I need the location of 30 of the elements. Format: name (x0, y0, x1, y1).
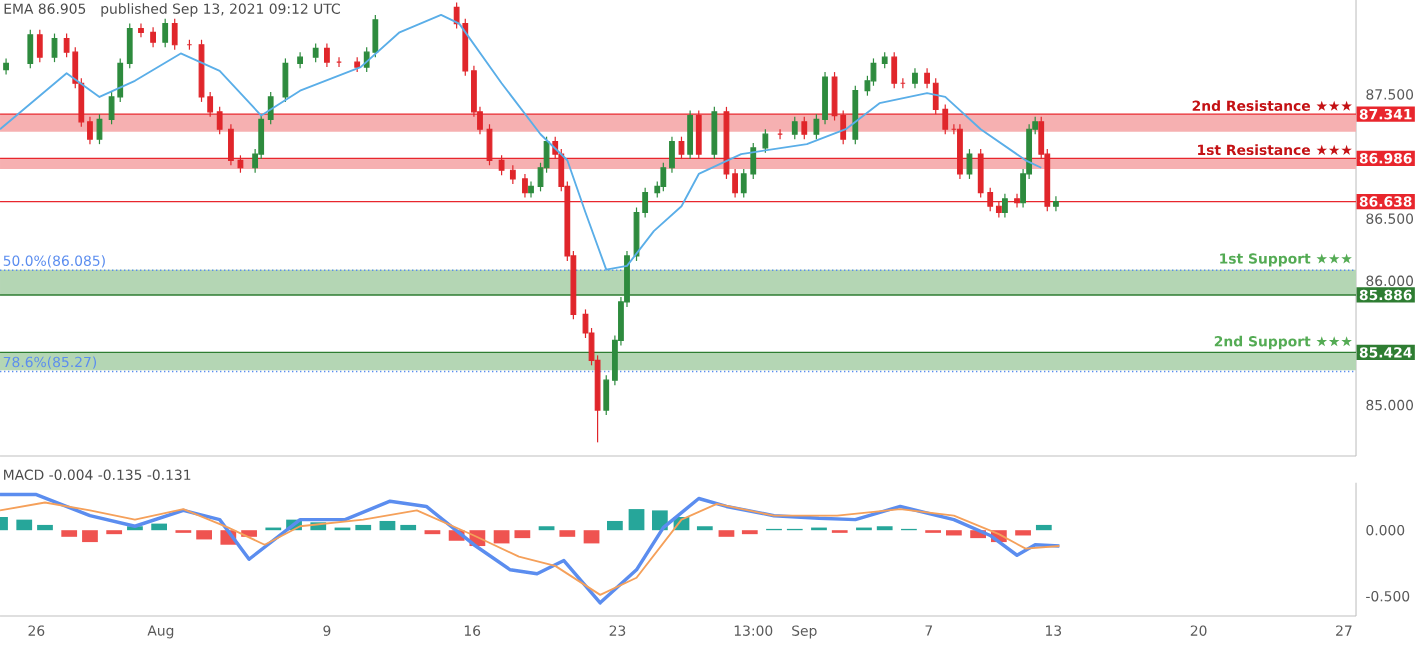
bar (16, 519, 33, 531)
candlestick (150, 26, 156, 48)
bar (718, 530, 735, 537)
bar (1015, 530, 1031, 536)
bar (151, 523, 168, 531)
bar (37, 524, 53, 531)
candlestick (324, 42, 330, 68)
bar (82, 530, 98, 543)
candlestick (3, 57, 9, 76)
candlestick (1053, 195, 1059, 212)
bar (628, 509, 645, 531)
bar (355, 524, 372, 531)
bar (493, 530, 510, 544)
bar (196, 530, 212, 540)
bar (651, 510, 668, 531)
candlestick (1002, 193, 1008, 219)
bar (514, 530, 531, 539)
bar (379, 520, 396, 531)
bar (400, 524, 417, 531)
bar (559, 530, 576, 537)
bar (607, 520, 623, 531)
candlestick (687, 110, 694, 160)
bar (946, 530, 962, 536)
bar (1035, 524, 1052, 531)
candlestick (297, 51, 303, 69)
bar (583, 530, 600, 544)
bar (61, 530, 78, 537)
candlestick (912, 67, 918, 89)
candlestick (138, 23, 144, 38)
candlestick (528, 180, 534, 199)
